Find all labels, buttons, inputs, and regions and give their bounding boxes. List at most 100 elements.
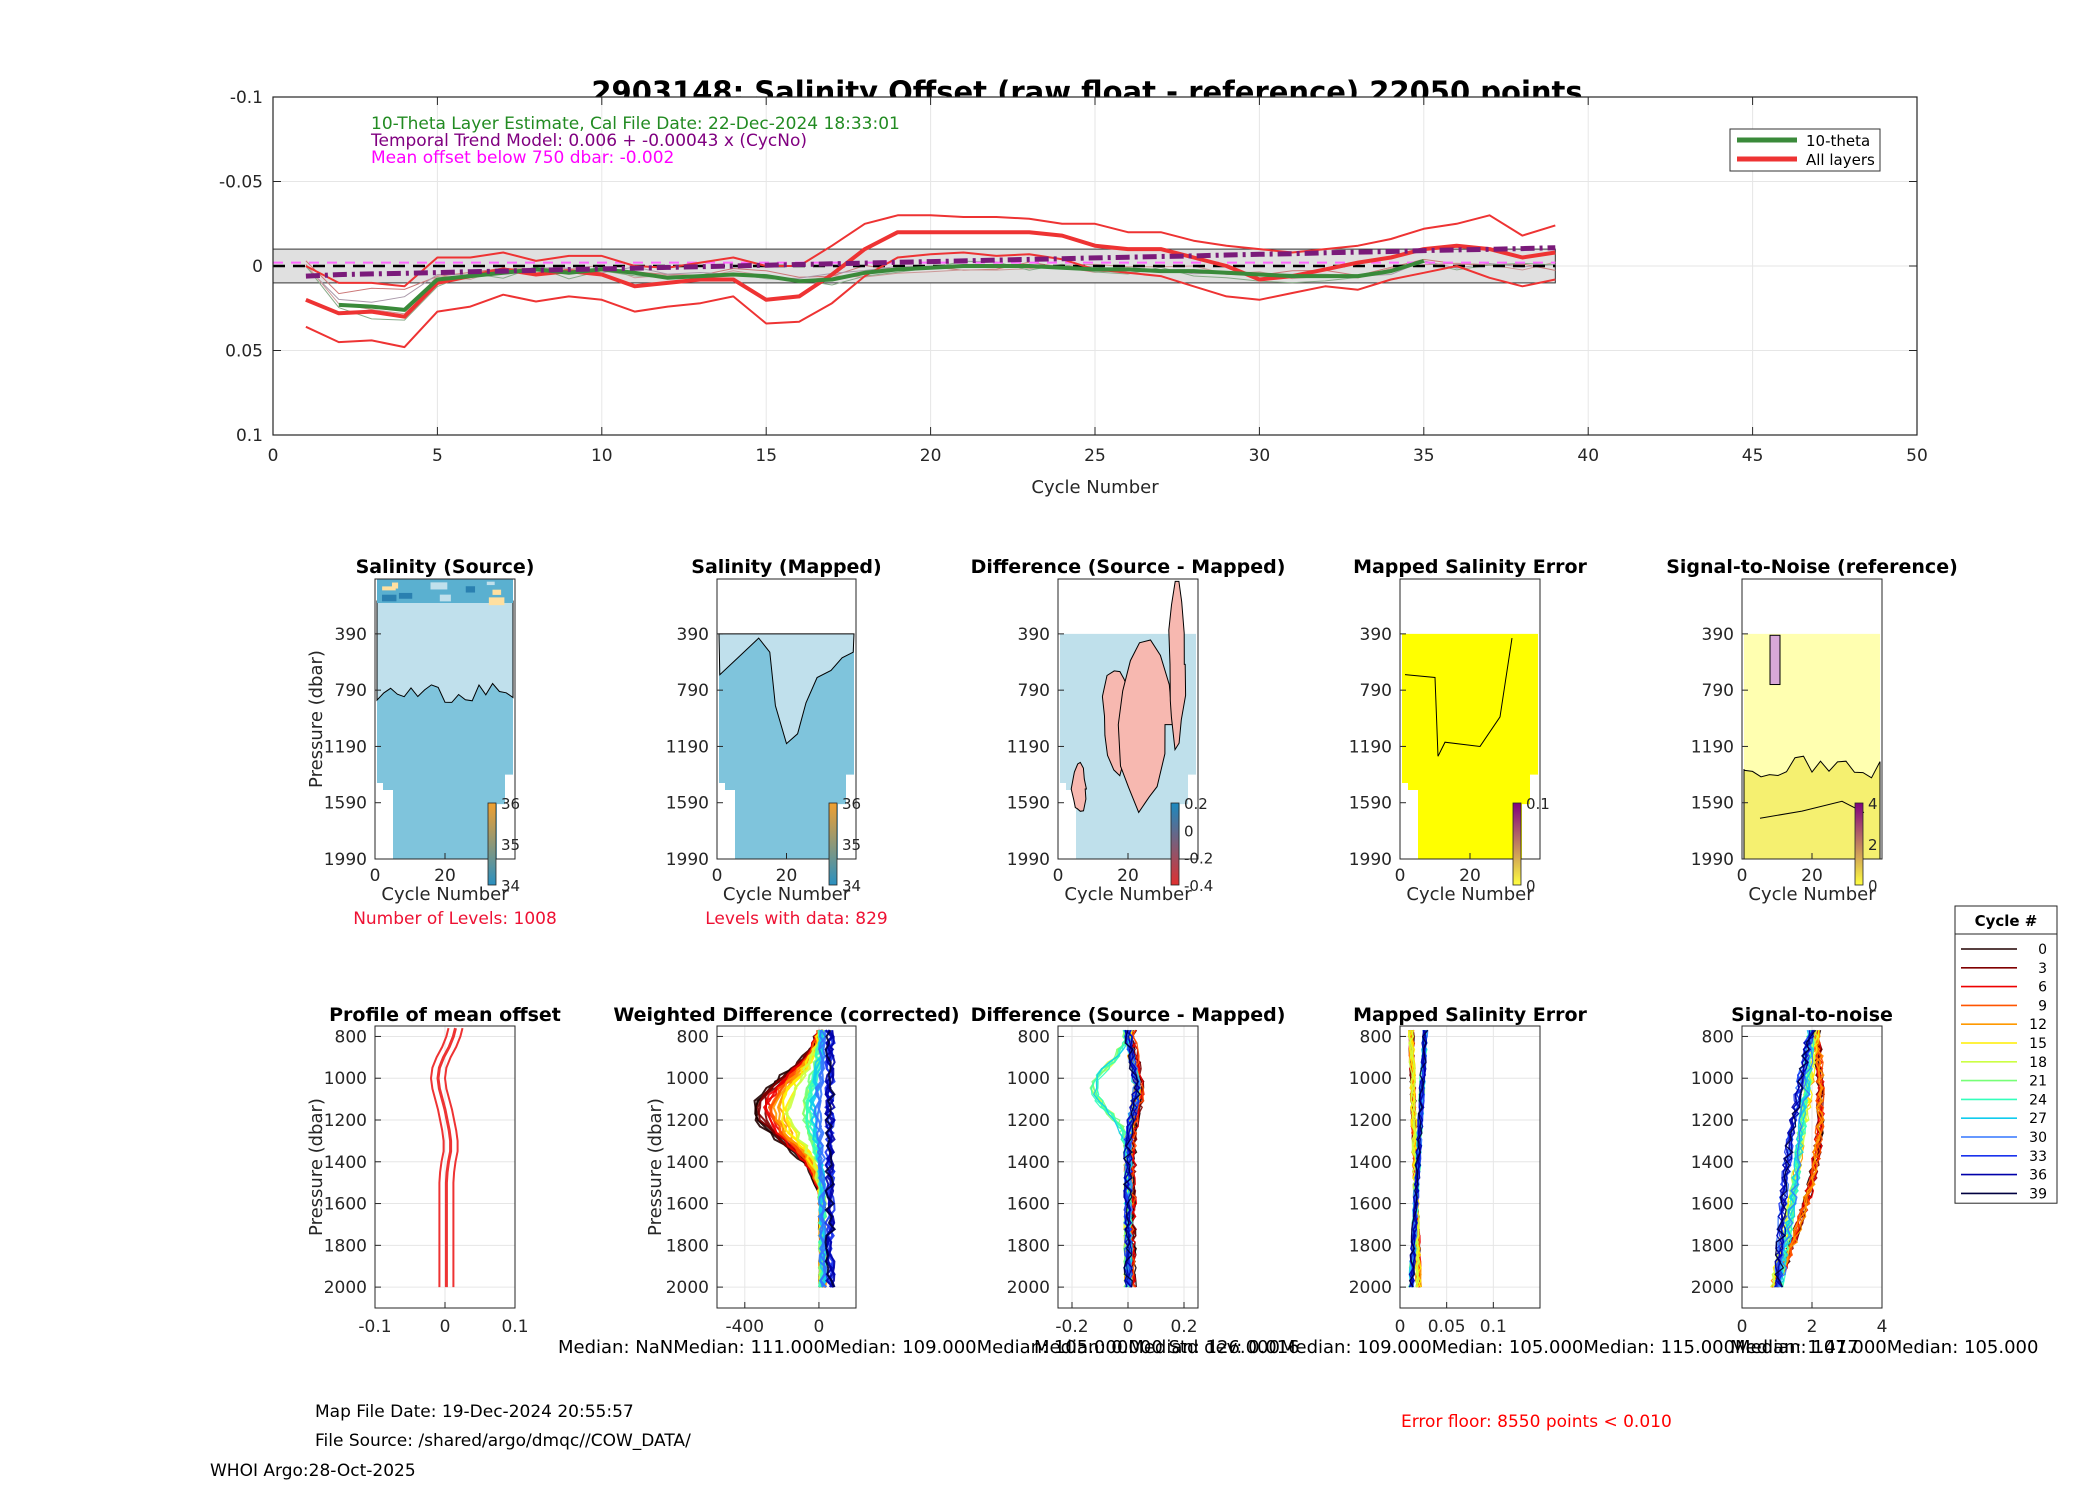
main-x-tick-label: 10 xyxy=(591,446,613,466)
cycle-profile-line xyxy=(816,1030,828,1288)
cycle-profile-line xyxy=(1770,1030,1825,1288)
heatmap-title: Salinity (Source) xyxy=(356,556,535,578)
heatmap-x-axis-label: Cycle Number xyxy=(381,884,509,905)
heatmap-x-tick-label: 20 xyxy=(1117,866,1139,886)
main-y-tick-label: 0.1 xyxy=(236,426,263,446)
heatmap-y-tick-label: 790 xyxy=(677,681,709,701)
main-x-axis-label: Cycle Number xyxy=(1031,477,1159,498)
heatmap-x-tick-label: 20 xyxy=(434,866,456,886)
cycle-profile-line xyxy=(1775,1029,1814,1288)
overlay-median-diff: Median: 0.000 Std dev: 0.016 xyxy=(1034,1337,1300,1358)
cycle-legend-label: 27 xyxy=(2029,1111,2047,1127)
main-x-tick-label: 45 xyxy=(1742,446,1764,466)
heatmap-blotch xyxy=(486,581,495,586)
cycle-legend-title: Cycle # xyxy=(1975,912,2038,930)
cycle-profile-line xyxy=(1122,1029,1141,1288)
heatmap-title: Salinity (Mapped) xyxy=(691,556,881,578)
heatmap-blotch xyxy=(430,582,448,590)
colorbar-tick-label: 34 xyxy=(842,877,861,895)
heatmap-y-tick-label: 1590 xyxy=(666,794,709,814)
profile-y-tick-label: 800 xyxy=(1360,1027,1392,1047)
profile-y-tick-label: 1200 xyxy=(1349,1111,1392,1131)
cycle-legend-label: 9 xyxy=(2038,998,2047,1014)
heatmap-x-tick-label: 20 xyxy=(1459,866,1481,886)
main-series-all-layers-lower xyxy=(305,251,1556,349)
colorbar-tick-label: 0 xyxy=(1868,877,1878,895)
heatmap-note: Number of Levels: 1008 xyxy=(353,909,557,929)
profile-x-tick-label: 0 xyxy=(440,1317,451,1337)
profile-y-axis-label: Pressure (dbar) xyxy=(645,1098,666,1236)
heatmap-x-tick-label: 20 xyxy=(1801,866,1823,886)
profile-x-tick-label: -0.2 xyxy=(1055,1317,1088,1337)
cycle-legend-label: 6 xyxy=(2038,980,2047,996)
profile-y-axis-label: Pressure (dbar) xyxy=(306,1098,327,1236)
profile-y-tick-label: 1600 xyxy=(1691,1195,1734,1215)
main-series-temporal-trend xyxy=(305,245,1556,279)
heatmap-title: Difference (Source - Mapped) xyxy=(971,556,1286,578)
profile-y-tick-label: 1800 xyxy=(666,1236,709,1256)
error-floor-text: Error floor: 8550 points < 0.010 xyxy=(1401,1412,1672,1432)
heatmap-y-tick-label: 1990 xyxy=(1349,850,1392,870)
cycle-legend-label: 3 xyxy=(2038,961,2047,977)
profile-y-tick-label: 1600 xyxy=(666,1195,709,1215)
heatmap-upper-band xyxy=(718,633,855,745)
file-source: File Source: /shared/argo/dmqc//COW_DATA… xyxy=(315,1431,691,1451)
profile-x-tick-label: -400 xyxy=(726,1317,765,1337)
cycle-legend-label: 18 xyxy=(2029,1055,2047,1071)
mean-offset-lower xyxy=(429,1027,450,1288)
heatmap-contour xyxy=(1759,800,1865,819)
heatmap-y-tick-label: 1990 xyxy=(324,850,367,870)
heatmap-upper-band xyxy=(376,600,514,703)
heatmap-lower-band xyxy=(1743,755,1881,860)
main-legend: 10-theta All layers xyxy=(1729,128,1881,172)
colorbar-tick-label: 2 xyxy=(1868,836,1878,854)
heatmap-x-tick-label: 0 xyxy=(370,866,381,886)
profile-y-tick-label: 1800 xyxy=(324,1236,367,1256)
heatmap-y-tick-label: 1590 xyxy=(324,794,367,814)
profile-plot-area xyxy=(717,1026,856,1308)
profile-y-tick-label: 1400 xyxy=(666,1153,709,1173)
cycle-legend-label: 30 xyxy=(2029,1130,2047,1146)
profile-y-tick-label: 2000 xyxy=(1691,1278,1734,1298)
cycle-profile-line xyxy=(1124,1030,1141,1288)
heatmap-y-tick-label: 1990 xyxy=(666,850,709,870)
profile-y-tick-label: 1000 xyxy=(1691,1069,1734,1089)
cycle-legend-label: 12 xyxy=(2029,1017,2047,1033)
main-y-tick-label: -0.1 xyxy=(230,88,263,108)
colorbar-tick-label: -0.4 xyxy=(1184,877,1213,895)
mean-offset-mean xyxy=(436,1027,457,1288)
main-y-tick-label: 0.05 xyxy=(225,342,263,362)
heatmap-y-tick-label: 1190 xyxy=(666,737,709,757)
cycle-legend-label: 21 xyxy=(2029,1074,2047,1090)
colorbar-tick-label: 0.2 xyxy=(1184,795,1208,813)
profile-y-tick-label: 1800 xyxy=(1007,1236,1050,1256)
heatmap-y-tick-label: 1190 xyxy=(1349,737,1392,757)
heatmap-y-tick-label: 1990 xyxy=(1691,850,1734,870)
profile-title: Mapped Salinity Error xyxy=(1353,1004,1587,1026)
profile-panel-difference-profiles: 800 1000 1200 1400 1600 1800 2000-0.2 0 0.2 Diffe… xyxy=(971,1004,1286,1337)
main-y-tick-label: 0 xyxy=(252,257,263,277)
main-x-tick-label: 0 xyxy=(268,446,279,466)
heatmap-y-tick-label: 1590 xyxy=(1007,794,1050,814)
cycle-profile-line xyxy=(1775,1029,1814,1288)
cycle-legend-label: 15 xyxy=(2029,1036,2047,1052)
heatmap-x-tick-label: 0 xyxy=(712,866,723,886)
profile-y-tick-label: 1400 xyxy=(1349,1153,1392,1173)
heatmap-title: Mapped Salinity Error xyxy=(1353,556,1587,578)
overlay-median-snr: Median: 1.417 xyxy=(1730,1337,1859,1358)
colorbar-tick-label: 0 xyxy=(1184,822,1194,840)
cycle-legend-label: 39 xyxy=(2029,1186,2047,1202)
heatmap-y-tick-label: 1190 xyxy=(324,737,367,757)
cycle-legend-label: 36 xyxy=(2029,1168,2047,1184)
profile-y-tick-label: 1000 xyxy=(1007,1069,1050,1089)
annotation-ten-theta: 10-Theta Layer Estimate, Cal File Date: … xyxy=(371,114,900,134)
profile-x-tick-label: 0 xyxy=(1395,1317,1406,1337)
profile-y-tick-label: 1800 xyxy=(1691,1236,1734,1256)
colorbar-tick-label: 36 xyxy=(842,795,861,813)
